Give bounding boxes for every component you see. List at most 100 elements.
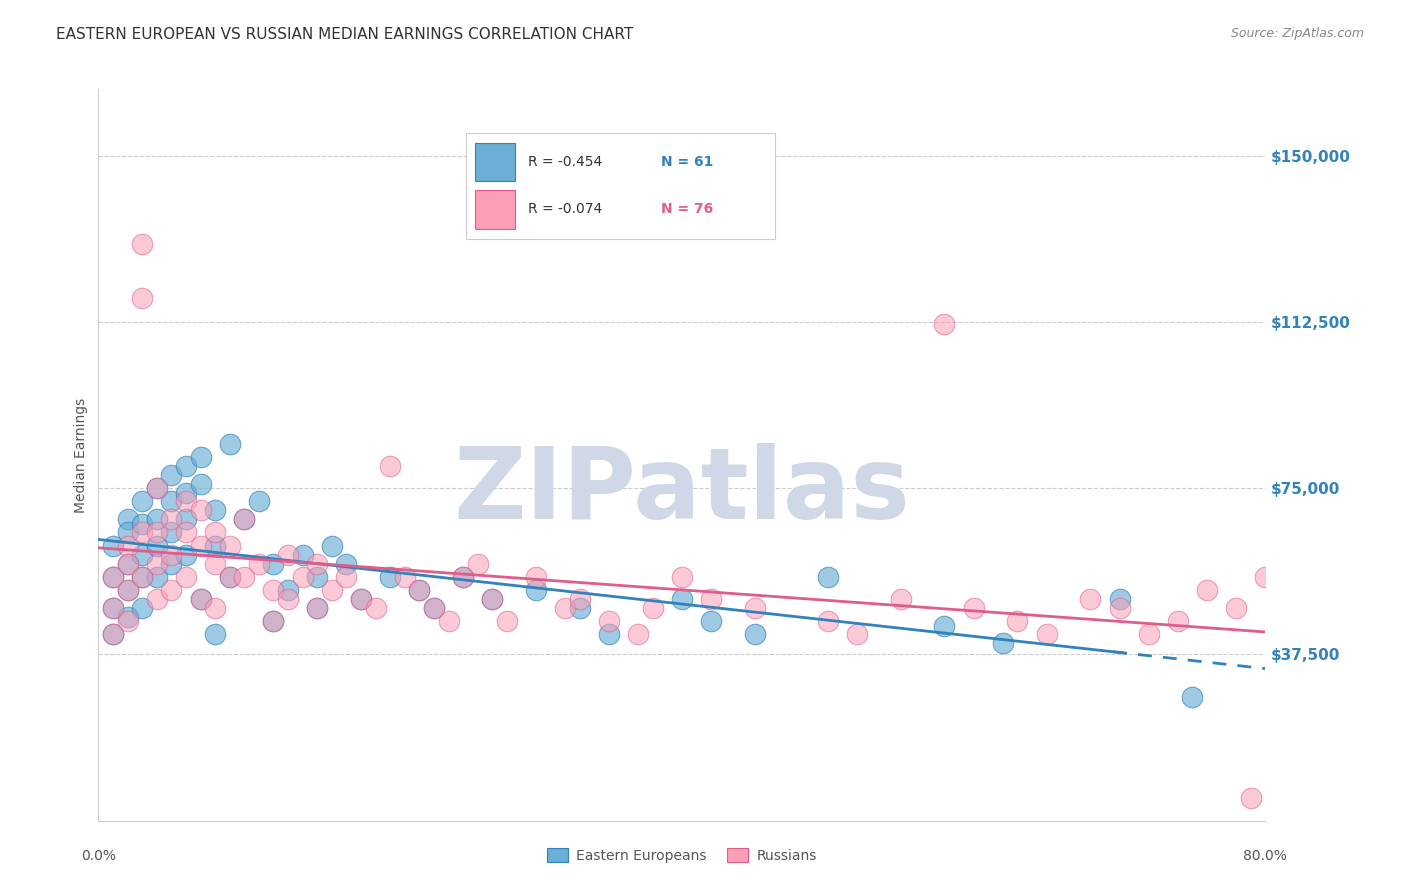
- Point: [190, 592, 212, 607]
- Point: [174, 485, 197, 500]
- Point: [204, 503, 226, 517]
- Point: [146, 525, 169, 540]
- Text: ZIPatlas: ZIPatlas: [454, 443, 910, 540]
- Point: [641, 600, 664, 615]
- Text: Source: ZipAtlas.com: Source: ZipAtlas.com: [1230, 27, 1364, 40]
- Point: [131, 600, 153, 615]
- Point: [671, 570, 693, 584]
- Point: [700, 592, 723, 607]
- Point: [146, 512, 169, 526]
- Point: [160, 525, 183, 540]
- Point: [233, 512, 256, 526]
- Point: [321, 583, 343, 598]
- Point: [378, 570, 402, 584]
- Legend: Eastern Europeans, Russians: Eastern Europeans, Russians: [541, 843, 823, 869]
- Point: [190, 539, 212, 553]
- Point: [671, 592, 693, 607]
- Point: [962, 600, 984, 615]
- Point: [744, 627, 766, 641]
- Point: [174, 525, 197, 540]
- Point: [408, 583, 430, 598]
- Point: [598, 614, 620, 628]
- Point: [335, 557, 357, 571]
- Point: [1108, 600, 1130, 615]
- Point: [131, 494, 153, 508]
- Point: [744, 600, 766, 615]
- Point: [598, 627, 620, 641]
- Point: [817, 614, 839, 628]
- Point: [451, 570, 474, 584]
- Point: [160, 583, 183, 598]
- Point: [350, 592, 373, 607]
- Point: [117, 557, 139, 571]
- Point: [117, 609, 139, 624]
- Point: [1108, 592, 1130, 607]
- Point: [700, 614, 723, 628]
- Point: [117, 583, 139, 598]
- Point: [335, 570, 357, 584]
- Point: [262, 614, 284, 628]
- Y-axis label: Median Earnings: Median Earnings: [75, 397, 89, 513]
- Point: [524, 570, 547, 584]
- Point: [307, 557, 329, 571]
- Point: [378, 458, 402, 473]
- Point: [146, 539, 169, 553]
- Point: [174, 512, 197, 526]
- Point: [174, 458, 197, 473]
- Point: [146, 481, 169, 495]
- Point: [934, 317, 956, 331]
- Point: [1181, 690, 1204, 704]
- Point: [160, 557, 183, 571]
- Point: [277, 583, 299, 598]
- Point: [204, 525, 226, 540]
- Text: EASTERN EUROPEAN VS RUSSIAN MEDIAN EARNINGS CORRELATION CHART: EASTERN EUROPEAN VS RUSSIAN MEDIAN EARNI…: [56, 27, 634, 42]
- Point: [364, 600, 387, 615]
- Point: [131, 570, 153, 584]
- Point: [1080, 592, 1102, 607]
- Point: [160, 548, 183, 562]
- Point: [1254, 570, 1277, 584]
- Point: [350, 592, 373, 607]
- Point: [101, 570, 124, 584]
- Point: [277, 592, 299, 607]
- Point: [204, 627, 226, 641]
- Point: [991, 636, 1014, 650]
- Point: [131, 237, 153, 252]
- Point: [190, 476, 212, 491]
- Point: [131, 548, 153, 562]
- Point: [1240, 791, 1263, 805]
- Point: [467, 557, 489, 571]
- Point: [204, 557, 226, 571]
- Point: [817, 570, 839, 584]
- Point: [524, 583, 547, 598]
- Point: [1137, 627, 1160, 641]
- Point: [117, 525, 139, 540]
- Point: [291, 570, 314, 584]
- Point: [174, 548, 197, 562]
- Point: [568, 600, 591, 615]
- Point: [101, 600, 124, 615]
- Point: [307, 600, 329, 615]
- Point: [160, 512, 183, 526]
- Point: [1035, 627, 1057, 641]
- Point: [481, 592, 503, 607]
- Point: [277, 548, 299, 562]
- Point: [495, 614, 517, 628]
- Point: [262, 614, 284, 628]
- Text: 80.0%: 80.0%: [1243, 849, 1288, 863]
- Point: [146, 570, 169, 584]
- Point: [1167, 614, 1189, 628]
- Point: [554, 600, 576, 615]
- Point: [262, 583, 284, 598]
- Point: [1195, 583, 1218, 598]
- Point: [890, 592, 912, 607]
- Point: [190, 503, 212, 517]
- Point: [174, 494, 197, 508]
- Point: [131, 570, 153, 584]
- Point: [262, 557, 284, 571]
- Point: [218, 539, 240, 553]
- Point: [131, 525, 153, 540]
- Point: [218, 437, 240, 451]
- Point: [1007, 614, 1029, 628]
- Point: [233, 570, 256, 584]
